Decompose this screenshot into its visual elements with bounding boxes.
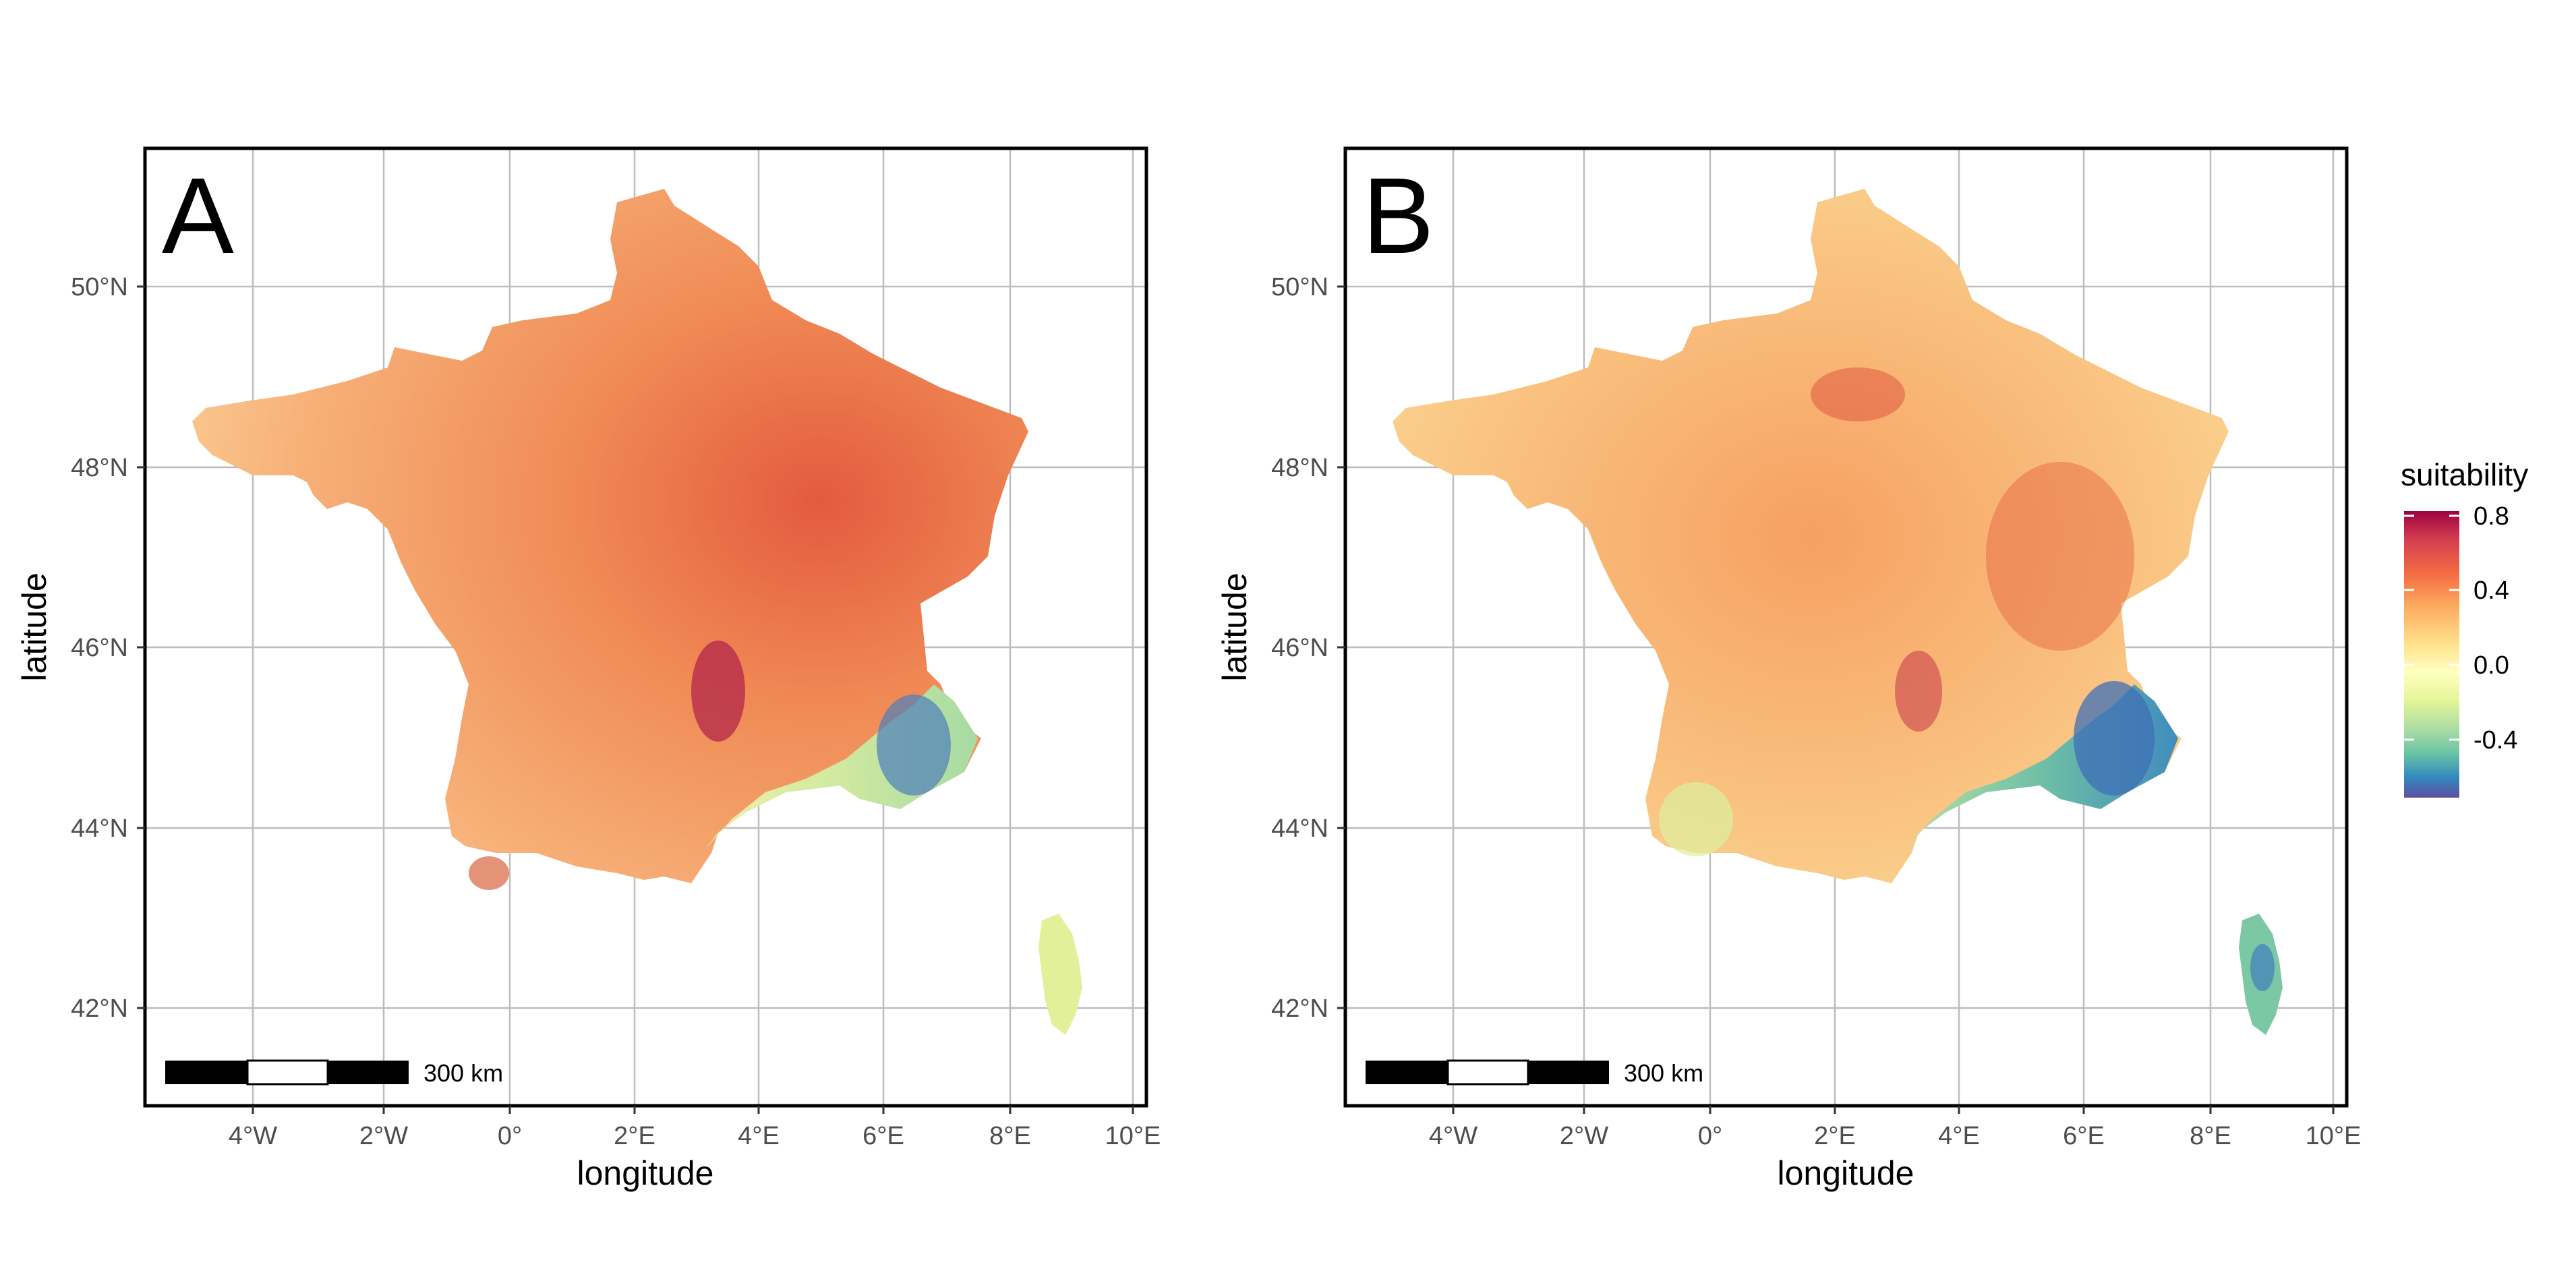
x-tick-label: 0° [498, 1122, 522, 1150]
panel-a-hotspot-landes [469, 856, 509, 890]
panel-b-scale-bar: 300 km [1366, 1059, 1703, 1087]
scale-bar-segment [246, 1059, 329, 1086]
x-tick-label: 4°E [1938, 1122, 1980, 1150]
panel-b-low-alps [2074, 681, 2155, 796]
y-tick-label: 48°N [1271, 454, 1328, 482]
x-tick-label: 6°E [862, 1122, 904, 1150]
panel-b-y-axis-title: latitude [1216, 572, 1254, 681]
panel-b-y-axis [1337, 285, 1345, 1009]
x-tick-label: 4°W [229, 1122, 277, 1150]
panel-b-letter: B [1362, 155, 1434, 276]
y-tick-label: 46°N [71, 634, 128, 662]
scale-bar-segment [1528, 1061, 1609, 1084]
panel-a-map [192, 189, 1082, 1035]
legend-title: suitability [2401, 457, 2528, 492]
panel-a-y-axis [137, 285, 145, 1009]
scale-bar-segment [1446, 1059, 1529, 1086]
panel-b-scale-label: 300 km [1624, 1059, 1703, 1087]
panel-b-hotspot-east [1986, 462, 2134, 651]
panel-a-x-axis [252, 1106, 1134, 1114]
x-tick-label: 10°E [1105, 1122, 1161, 1150]
legend: suitability 0.8 0.4 0.0 -0.4 [2401, 457, 2528, 798]
panel-a-frame [143, 146, 1148, 1108]
panel-a-scale-bar: 300 km [165, 1059, 503, 1087]
panel-b-hotspot-paris [1811, 367, 1905, 421]
x-tick-label: 10°E [2306, 1122, 2362, 1150]
y-tick-label: 50°N [71, 273, 128, 301]
panel-b-x-axis-title: longitude [1778, 1154, 1914, 1192]
legend-label: -0.4 [2473, 726, 2517, 754]
x-tick-label: 2°E [1814, 1122, 1856, 1150]
x-tick-label: 4°E [738, 1122, 780, 1150]
legend-ticks [2404, 514, 2459, 741]
x-tick-label: 6°E [2063, 1122, 2105, 1150]
panel-a-x-axis-title: longitude [577, 1154, 714, 1192]
y-tick-label: 50°N [1271, 273, 1328, 301]
panel-a-scale-label: 300 km [423, 1059, 503, 1087]
panel-a-low-alps [877, 694, 951, 796]
x-tick-label: 8°E [2190, 1122, 2231, 1150]
y-tick-label: 44°N [71, 814, 128, 843]
panel-b-corsica-low [2250, 944, 2275, 991]
x-tick-label: 2°E [614, 1122, 655, 1150]
panel-b-frame [1343, 146, 2349, 1108]
x-tick-label: 4°W [1429, 1122, 1477, 1150]
panel-b-x-axis [1452, 1106, 2335, 1114]
legend-label: 0.4 [2473, 576, 2509, 605]
x-tick-label: 2°W [359, 1122, 408, 1150]
y-tick-label: 42°N [71, 995, 128, 1023]
panel-a-hotspot-massif [691, 641, 745, 742]
legend-label: 0.0 [2473, 651, 2509, 680]
x-tick-label: 8°E [989, 1122, 1031, 1150]
scale-bar-segment [1366, 1061, 1448, 1084]
y-tick-label: 44°N [1271, 814, 1328, 843]
panel-a-letter: A [162, 155, 234, 276]
panel-a: A 300 km 50°N 48°N 46°N 44°N 42°N [16, 146, 1161, 1192]
y-tick-label: 42°N [1271, 995, 1328, 1023]
x-tick-label: 2°W [1560, 1122, 1608, 1150]
scale-bar-segment [165, 1061, 247, 1084]
panel-b-hotspot-massif [1895, 651, 1942, 732]
scale-bar-segment [328, 1061, 409, 1084]
panel-b: B 300 km 50°N 48°N 46°N 44°N 42°N [1216, 146, 2362, 1192]
y-tick-label: 48°N [71, 454, 128, 482]
panel-a-y-axis-title: latitude [16, 572, 53, 681]
legend-colorbar [2404, 511, 2459, 798]
panel-b-low-southwest [1659, 782, 1733, 856]
legend-label: 0.8 [2473, 502, 2509, 531]
x-tick-label: 0° [1698, 1122, 1722, 1150]
y-tick-label: 46°N [1271, 634, 1328, 662]
panel-b-map [1393, 189, 2283, 1035]
